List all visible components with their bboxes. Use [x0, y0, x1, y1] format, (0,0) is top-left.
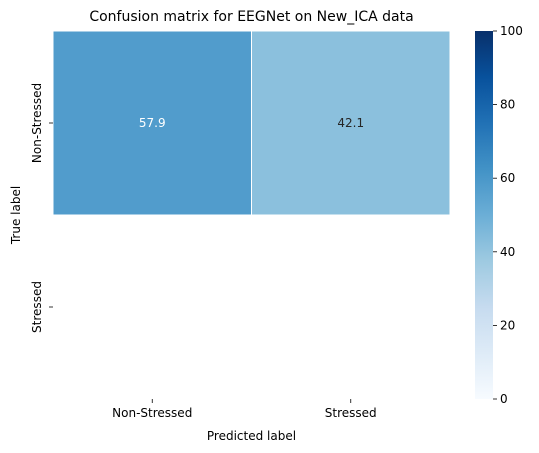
heatmap-cell-r0-c1	[251, 30, 451, 216]
colorbar-tick-label: 100	[500, 24, 523, 38]
colorbar-tick-label: 40	[500, 245, 515, 259]
x-tick-label: Non-Stressed	[112, 406, 192, 420]
y-tick-label: Non-Stressed	[30, 83, 44, 163]
y-tick-label: Stressed	[30, 281, 44, 333]
cell-value-label: 57.9	[139, 116, 166, 130]
colorbar-tick-label: 20	[500, 318, 515, 332]
heatmap-cell-labels: 57.9 42.1	[139, 116, 364, 130]
colorbar-ticks: 0 20 40 60 80 100	[493, 24, 523, 406]
colorbar-tick-label: 60	[500, 171, 515, 185]
colorbar-tick-label: 80	[500, 98, 515, 112]
x-axis: Non-Stressed Stressed	[112, 399, 377, 420]
colorbar-tick-label: 0	[500, 392, 508, 406]
y-axis: Non-Stressed Stressed	[30, 83, 53, 333]
chart-title: Confusion matrix for EEGNet on New_ICA d…	[89, 9, 413, 25]
heatmap-cell-r0-c0	[52, 30, 252, 216]
cell-value-label: 42.1	[337, 116, 364, 130]
heatmap-cells	[52, 30, 451, 216]
y-axis-label: True label	[9, 186, 23, 245]
x-tick-label: Stressed	[325, 406, 377, 420]
x-axis-label: Predicted label	[207, 429, 296, 443]
colorbar	[475, 31, 493, 399]
